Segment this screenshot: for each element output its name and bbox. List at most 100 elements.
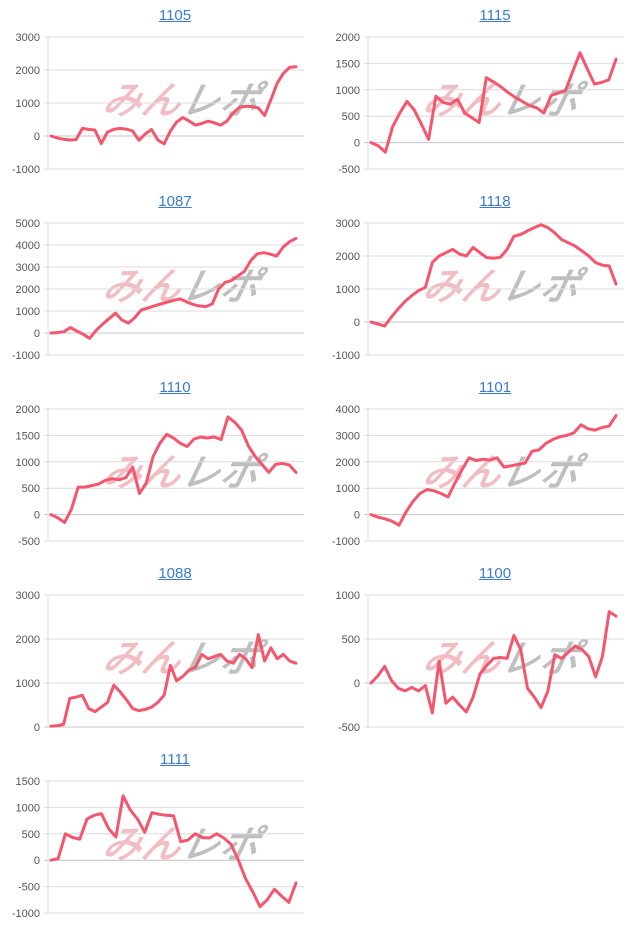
y-tick-label: 1000 bbox=[16, 457, 40, 469]
chart-title-row: 1087 bbox=[0, 192, 320, 214]
y-tick-label: 0 bbox=[34, 328, 40, 340]
y-tick-label: 1000 bbox=[16, 98, 40, 110]
line-chart: 2000 1500 1000 500 0 -500 bbox=[16, 404, 304, 548]
line-chart: 4000 3000 2000 1000 0 -1000 bbox=[332, 404, 624, 548]
y-tick-label: 3000 bbox=[336, 430, 360, 442]
chart-title-row: 1088 bbox=[0, 564, 320, 586]
y-tick-label: 0 bbox=[34, 510, 40, 522]
y-tick-label: 500 bbox=[22, 483, 40, 495]
chart-title-row: 1115 bbox=[320, 6, 640, 28]
chart-panel: 1110 みんレポ 2000 1500 1000 500 0 -500 bbox=[0, 372, 320, 558]
y-tick-label: 500 bbox=[342, 111, 360, 123]
data-line bbox=[49, 794, 298, 909]
y-tick-label: 2000 bbox=[16, 284, 40, 296]
plot-area: みんレポ 3000 2000 1000 0 -1000 bbox=[2, 28, 320, 184]
y-tick-label: 1000 bbox=[16, 678, 40, 690]
plot-area: みんレポ 3000 2000 1000 0 bbox=[2, 586, 320, 742]
chart-panel: 1111 みんレポ 1500 1000 500 0 -500 -1000 bbox=[0, 744, 320, 930]
y-tick-label: 5000 bbox=[16, 218, 40, 230]
y-tick-label: 0 bbox=[354, 510, 360, 522]
y-tick-label: 2000 bbox=[16, 65, 40, 77]
y-tick-label: 0 bbox=[34, 131, 40, 143]
y-tick-label: 2000 bbox=[336, 32, 360, 44]
chart-title-row: 1101 bbox=[320, 378, 640, 400]
y-tick-label: 1000 bbox=[16, 802, 40, 814]
chart-title-link[interactable]: 1105 bbox=[158, 7, 192, 24]
data-line bbox=[369, 610, 618, 715]
y-tick-label: 0 bbox=[34, 855, 40, 867]
y-tick-label: 1500 bbox=[16, 430, 40, 442]
chart-panel: 1101 みんレポ 4000 3000 2000 1000 0 -1000 bbox=[320, 372, 640, 558]
y-tick-label: -1000 bbox=[12, 164, 40, 176]
data-line bbox=[49, 236, 298, 340]
line-chart: 2000 1500 1000 500 0 -500 bbox=[336, 32, 624, 176]
y-tick-label: 1500 bbox=[16, 776, 40, 788]
y-tick-label: 500 bbox=[22, 829, 40, 841]
data-line bbox=[49, 65, 298, 146]
y-tick-label: 1000 bbox=[336, 85, 360, 97]
y-tick-label: 0 bbox=[354, 678, 360, 690]
chart-panel: 1100 みんレポ 1000 500 0 -500 bbox=[320, 558, 640, 744]
data-line bbox=[369, 51, 618, 154]
line-chart: 3000 2000 1000 0 bbox=[16, 590, 304, 734]
chart-title-row: 1105 bbox=[0, 6, 320, 28]
chart-title-link[interactable]: 1088 bbox=[158, 565, 192, 582]
y-tick-label: -500 bbox=[18, 536, 40, 548]
plot-area: みんレポ 1000 500 0 -500 bbox=[322, 586, 640, 742]
chart-title-link[interactable]: 1101 bbox=[478, 379, 512, 396]
plot-area: みんレポ 2000 1500 1000 500 0 -500 bbox=[322, 28, 640, 184]
y-tick-label: -500 bbox=[338, 164, 360, 176]
chart-panel: 1088 みんレポ 3000 2000 1000 0 bbox=[0, 558, 320, 744]
y-tick-label: 1000 bbox=[336, 590, 360, 602]
line-chart: 1000 500 0 -500 bbox=[336, 590, 624, 734]
plot-area: みんレポ 4000 3000 2000 1000 0 -1000 bbox=[322, 400, 640, 556]
y-tick-label: 2000 bbox=[336, 457, 360, 469]
y-tick-label: 4000 bbox=[336, 404, 360, 416]
line-chart: 5000 4000 3000 2000 1000 0 -1000 bbox=[12, 218, 304, 362]
y-tick-label: 1000 bbox=[336, 483, 360, 495]
plot-area: みんレポ 3000 2000 1000 0 -1000 bbox=[322, 214, 640, 370]
chart-title-link[interactable]: 1087 bbox=[158, 193, 192, 210]
line-chart: 1500 1000 500 0 -500 -1000 bbox=[12, 776, 304, 920]
chart-title-row: 1100 bbox=[320, 564, 640, 586]
y-tick-label: 0 bbox=[34, 722, 40, 734]
chart-title-link[interactable]: 1115 bbox=[479, 7, 511, 24]
plot-area: みんレポ 5000 4000 3000 2000 1000 0 -1000 bbox=[2, 214, 320, 370]
y-tick-label: 0 bbox=[354, 317, 360, 329]
y-tick-label: -1000 bbox=[12, 350, 40, 362]
chart-title-row: 1111 bbox=[0, 750, 320, 772]
y-tick-label: -1000 bbox=[12, 908, 40, 920]
data-line bbox=[49, 633, 298, 728]
y-tick-label: -1000 bbox=[332, 536, 360, 548]
chart-panel: 1115 みんレポ 2000 1500 1000 500 0 -500 bbox=[320, 0, 640, 186]
chart-title-link[interactable]: 1111 bbox=[159, 751, 191, 768]
data-line bbox=[49, 415, 298, 524]
chart-title-link[interactable]: 1100 bbox=[478, 565, 512, 582]
line-chart: 3000 2000 1000 0 -1000 bbox=[332, 218, 624, 362]
plot-area: みんレポ 1500 1000 500 0 -500 -1000 bbox=[2, 772, 320, 928]
chart-panel: 1118 みんレポ 3000 2000 1000 0 -1000 bbox=[320, 186, 640, 372]
y-tick-label: 3000 bbox=[16, 32, 40, 44]
y-tick-label: 3000 bbox=[16, 590, 40, 602]
y-tick-label: -500 bbox=[18, 882, 40, 894]
chart-title-row: 1110 bbox=[0, 378, 320, 400]
chart-panel: 1087 みんレポ 5000 4000 3000 2000 1000 0 -1000 bbox=[0, 186, 320, 372]
y-tick-label: 3000 bbox=[16, 262, 40, 274]
y-tick-label: -500 bbox=[338, 722, 360, 734]
line-chart: 3000 2000 1000 0 -1000 bbox=[12, 32, 304, 176]
y-tick-label: 2000 bbox=[16, 634, 40, 646]
y-tick-label: 1500 bbox=[336, 58, 360, 70]
y-tick-label: 0 bbox=[354, 138, 360, 150]
data-line bbox=[369, 414, 618, 527]
data-line bbox=[369, 223, 618, 328]
plot-area: みんレポ 2000 1500 1000 500 0 -500 bbox=[2, 400, 320, 556]
y-tick-label: 2000 bbox=[16, 404, 40, 416]
y-tick-label: 2000 bbox=[336, 251, 360, 263]
chart-title-row: 1118 bbox=[320, 192, 640, 214]
chart-title-link[interactable]: 1118 bbox=[479, 193, 511, 210]
chart-panel: 1105 みんレポ 3000 2000 1000 0 -1000 bbox=[0, 0, 320, 186]
y-tick-label: 1000 bbox=[336, 284, 360, 296]
chart-title-link[interactable]: 1110 bbox=[159, 379, 191, 396]
y-tick-label: 500 bbox=[342, 634, 360, 646]
